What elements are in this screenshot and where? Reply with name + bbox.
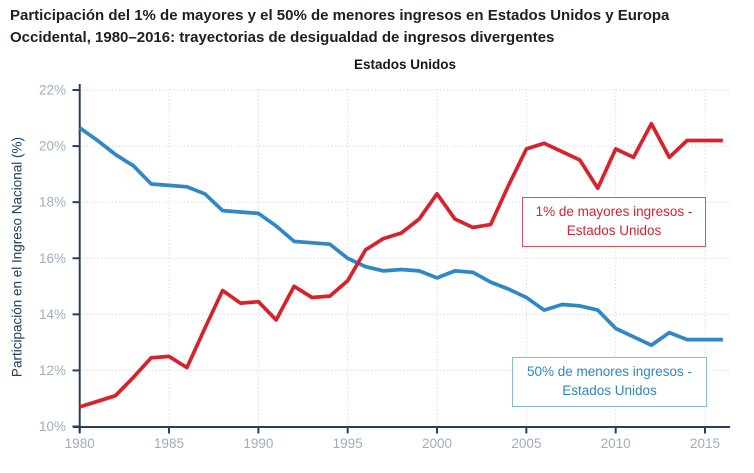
annotation-bottom50-line1: 50% de menores ingresos - [526,364,693,379]
page-title-line1: Participación del 1% de mayores y el 50%… [10,7,670,24]
svg-text:2010: 2010 [601,436,631,451]
svg-text:1985: 1985 [154,436,184,451]
svg-text:12%: 12% [39,363,66,378]
svg-text:10%: 10% [39,419,66,434]
chart-title: Estados Unidos [353,57,456,72]
svg-text:1995: 1995 [333,436,363,451]
annotation-top1-line1: 1% de mayores ingresos - [535,204,693,219]
svg-text:22%: 22% [39,83,66,98]
svg-text:16%: 16% [39,251,66,266]
svg-text:14%: 14% [39,307,66,322]
svg-text:2015: 2015 [690,436,720,451]
svg-text:1980: 1980 [65,436,95,451]
annotation-bottom50-box: 50% de menores ingresos - Estados Unidos [512,357,707,407]
page-title: Participación del 1% de mayores y el 50%… [10,5,750,48]
svg-text:20%: 20% [39,139,66,154]
annotation-bottom50-line2: Estados Unidos [562,383,657,398]
annotation-top1-box: 1% de mayores ingresos - Estados Unidos [522,197,706,247]
page-title-line2: Occidental, 1980–2016: trayectorias de d… [10,28,555,46]
svg-text:18%: 18% [39,195,66,210]
svg-text:1990: 1990 [243,436,273,451]
svg-text:2005: 2005 [511,436,541,451]
svg-text:2000: 2000 [422,436,452,451]
annotation-top1-line2: Estados Unidos [566,223,662,238]
